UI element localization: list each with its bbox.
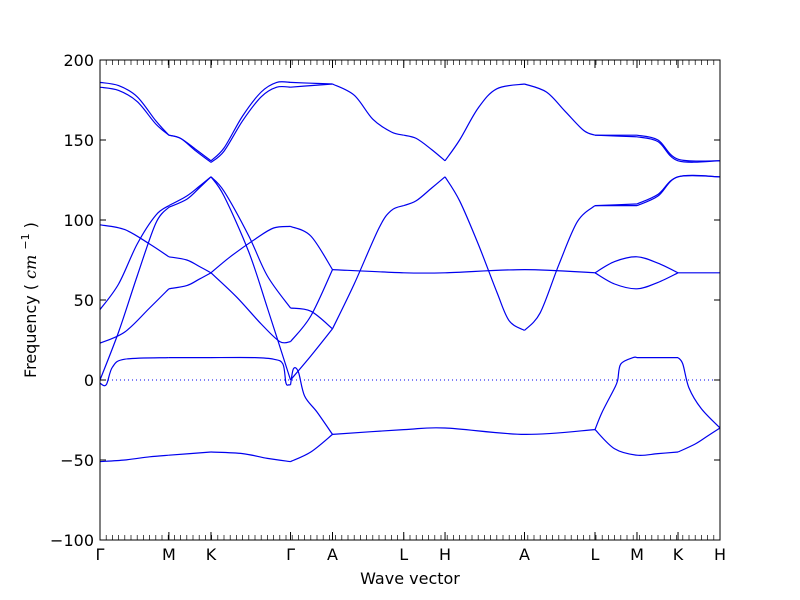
x-tick-label-L: L [591, 545, 600, 564]
band-6-segment-5 [594, 272, 679, 290]
y-axis-label-close: ) [21, 222, 40, 228]
band-1-segment-3 [210, 81, 291, 162]
band-8-segment-2 [168, 451, 212, 456]
band-1-segment-6 [403, 134, 446, 162]
y-tick-label: −50 [60, 451, 94, 470]
y-tick-label: 150 [63, 131, 94, 150]
band-4-segment-2 [168, 176, 212, 208]
y-tick-label: 100 [63, 211, 94, 230]
y-tick-label: 0 [84, 371, 94, 390]
x-tick-label-A: A [519, 545, 530, 564]
band-5-segment-6 [594, 256, 679, 274]
x-tick-label-K: K [673, 545, 684, 564]
band-5-segment-2 [168, 256, 212, 274]
band-1-segment-10 [636, 134, 721, 162]
y-axis-label-unit: cm [21, 255, 40, 279]
y-axis-label: Frequency ( cm −1 ) [14, 222, 40, 378]
band-6-segment-4 [290, 269, 334, 342]
band-6-segment-1 [99, 288, 170, 344]
band-2-segment-1 [99, 86, 170, 136]
x-tick-label-K: K [206, 545, 217, 564]
x-tick-label-Γ: Γ [96, 545, 105, 564]
band-7-segment-3 [210, 356, 291, 386]
x-tick-label-A: A [327, 545, 338, 564]
band-7-segment-4 [289, 367, 333, 435]
band-5-segment-5 [332, 268, 596, 274]
band-1-segment-5 [332, 83, 404, 136]
band-6-segment-3 [210, 272, 291, 344]
band-3-segment-1 [99, 205, 170, 310]
band-3-segment-2 [168, 176, 212, 207]
x-tick-label-M: M [630, 545, 644, 564]
y-tick-label: 200 [63, 51, 94, 70]
band-4-segment-1 [99, 206, 170, 381]
band-2-segment-5 [594, 134, 638, 138]
band-3-segment-3 [210, 176, 292, 309]
y-axis-label-text: Frequency [21, 295, 40, 378]
x-tick-label-M: M [162, 545, 176, 564]
band-3-segment-7 [444, 176, 525, 331]
series-layer [99, 81, 721, 463]
band-3-segment-6 [403, 176, 446, 207]
band-8-segment-6 [677, 427, 721, 453]
band-8-segment-3 [210, 451, 291, 463]
band-1-segment-8 [524, 83, 596, 136]
band-4-segment-6 [636, 174, 721, 205]
band-4-segment-5 [594, 203, 638, 207]
band-3-segment-4 [290, 307, 333, 330]
band-5-segment-3 [210, 225, 291, 274]
band-7-segment-5 [332, 427, 596, 436]
band-5-segment-1 [99, 224, 170, 258]
band-6-segment-2 [168, 272, 212, 290]
band-8-segment-5 [594, 429, 679, 456]
ticks-layer: −100 −50 0 50 100 150 200 Γ M K Γ A L H A L M K H [50, 51, 726, 564]
band-1-segment-7 [444, 83, 525, 162]
band-2-segment-3 [210, 85, 291, 163]
x-tick-label-H: H [714, 545, 726, 564]
x-tick-label-L: L [399, 545, 408, 564]
band-7-segment-1 [99, 357, 169, 387]
band-1-segment-2 [168, 134, 212, 162]
band-4-segment-4 [290, 328, 333, 381]
band-7-segment-8 [677, 357, 721, 429]
band-4-segment-3 [210, 176, 292, 381]
band-1-segment-4 [290, 81, 333, 85]
band-3-segment-5 [331, 205, 404, 330]
x-tick-label-H: H [439, 545, 451, 564]
band-2-segment-2 [168, 134, 212, 163]
y-tick-label: 50 [74, 291, 94, 310]
band-8-segment-4 [290, 433, 333, 463]
band-7-segment-6 [594, 356, 638, 430]
y-axis-label-unit-exp: −1 [19, 233, 32, 249]
band-8-segment-1 [99, 454, 169, 463]
plot-frame [99, 59, 721, 541]
band-2-segment-6 [636, 136, 721, 163]
y-axis-label-open: ( [21, 284, 40, 290]
x-axis-label: Wave vector [360, 569, 460, 588]
band-1-segment-1 [99, 81, 170, 136]
band-3-segment-10 [636, 174, 721, 207]
x-tick-label-Γ: Γ [286, 545, 295, 564]
y-tick-label: −100 [50, 531, 94, 550]
band-2-segment-4 [290, 83, 333, 88]
band-3-segment-8 [524, 205, 596, 331]
band-5-segment-4 [290, 225, 334, 270]
